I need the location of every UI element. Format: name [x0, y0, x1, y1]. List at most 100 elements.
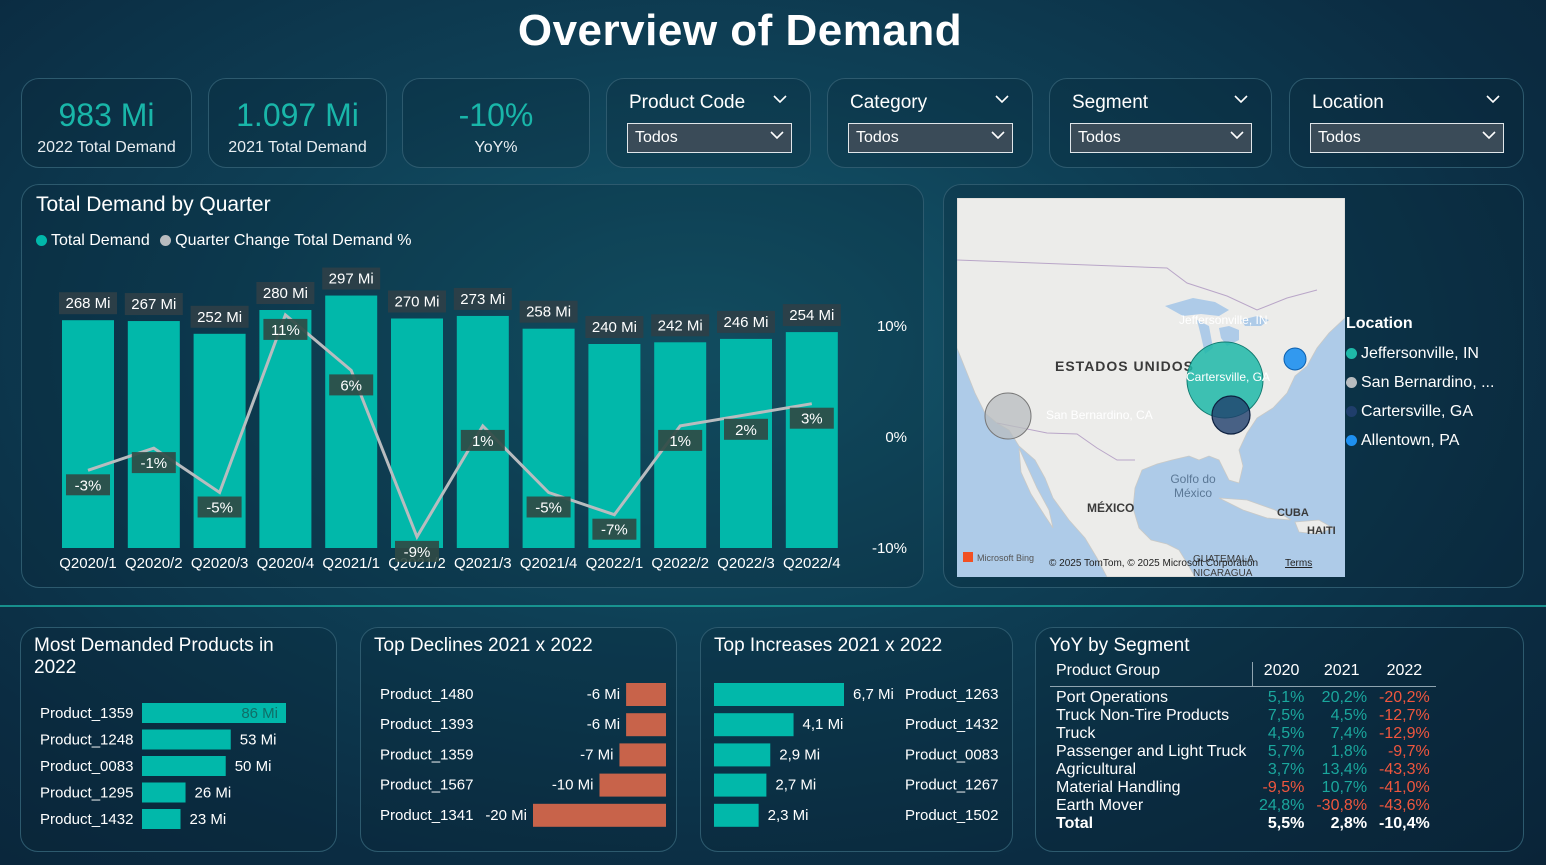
point-label-box — [526, 496, 571, 518]
kpi-card-yoy: -10% YoY% — [402, 78, 590, 168]
bar-label: -20 Mi — [485, 807, 527, 824]
category-label: Product_0083 — [905, 746, 998, 763]
table-row[interactable]: Passenger and Light Truck 5,7% 1,8% -9,7% — [1050, 743, 1436, 761]
kpi-card-2022: 983 Mi 2022 Total Demand — [21, 78, 192, 168]
table-row[interactable]: Truck Non-Tire Products 7,5% 4,5% -12,7% — [1050, 707, 1436, 725]
chart-title: Total Demand by Quarter — [36, 193, 271, 216]
table-row[interactable]: Material Handling -9,5% 10,7% -41,0% — [1050, 779, 1436, 797]
bubble-cartersville[interactable] — [1211, 395, 1251, 435]
quarter-chart: 268 Mi Q2020/1 267 Mi Q2020/2 252 Mi Q2020/3 2… — [59, 267, 907, 572]
slicer-dropdown[interactable]: Todos — [1310, 123, 1504, 153]
bar-label: -10 Mi — [552, 777, 594, 794]
chevron-down-icon[interactable] — [994, 93, 1010, 105]
cell-value: -43,3% — [1379, 761, 1430, 778]
map-card: ESTADOS UNIDOS MÉXICO Golfo do México CU… — [943, 184, 1524, 588]
bar[interactable] — [785, 332, 838, 548]
row-label: Truck — [1056, 725, 1096, 742]
bar-label: 53 Mi — [240, 732, 277, 749]
bar[interactable] — [142, 782, 186, 803]
point-label: -1% — [140, 455, 167, 472]
map-label-haiti: HAITI — [1307, 525, 1336, 537]
bar[interactable] — [714, 743, 771, 767]
bar[interactable] — [142, 729, 231, 750]
slicer-dropdown[interactable]: Todos — [627, 123, 792, 153]
bar[interactable] — [127, 321, 180, 548]
chevron-down-icon[interactable] — [772, 93, 788, 105]
bar[interactable] — [619, 743, 666, 767]
cell-value: -43,6% — [1379, 797, 1430, 814]
bar[interactable] — [626, 713, 666, 737]
bar-label-box — [453, 287, 512, 310]
column-header[interactable]: 2021 — [1310, 662, 1374, 687]
bar-label: 2,7 Mi — [775, 777, 816, 794]
land-baja — [1018, 447, 1054, 529]
table-row[interactable]: Earth Mover 24,8% -30,8% -43,6% — [1050, 797, 1436, 815]
chevron-down-icon[interactable] — [1485, 93, 1501, 105]
bar[interactable] — [714, 773, 767, 797]
map[interactable]: ESTADOS UNIDOS MÉXICO Golfo do México CU… — [957, 198, 1345, 577]
table-row[interactable]: Truck 4,5% 7,4% -12,9% — [1050, 725, 1436, 743]
map-terms-link[interactable]: Terms — [1285, 558, 1312, 569]
bar[interactable] — [62, 320, 114, 548]
map-canvas: ESTADOS UNIDOS MÉXICO Golfo do México CU… — [957, 198, 1345, 577]
row-label: Agricultural — [1056, 761, 1137, 778]
cell-value: 7,4% — [1330, 725, 1368, 742]
column-header[interactable]: 2022 — [1373, 662, 1436, 687]
series-line[interactable] — [87, 312, 813, 541]
cell-value: 4,5% — [1267, 725, 1305, 742]
legend-label: Jeffersonville, IN — [1361, 345, 1479, 362]
bubble-allentown[interactable] — [1283, 347, 1307, 371]
slicer-title: Segment — [1072, 92, 1149, 113]
cell-value: -9,7% — [1387, 743, 1430, 760]
point-label: -7% — [601, 522, 628, 539]
chevron-down-icon[interactable] — [1233, 93, 1249, 105]
chart-title: Top Increases 2021 x 2022 — [714, 635, 943, 656]
bar[interactable] — [626, 683, 666, 706]
x-tick-label: Q2022/2 — [651, 555, 709, 572]
bar[interactable] — [588, 344, 641, 548]
bar[interactable] — [714, 803, 759, 827]
bar[interactable] — [599, 773, 667, 797]
point-label: 6% — [340, 377, 362, 394]
legend-label: Total Demand — [51, 232, 150, 249]
table-row[interactable]: Agricultural 3,7% 13,4% -43,3% — [1050, 761, 1436, 779]
column-header[interactable]: 2020 — [1251, 662, 1311, 687]
bar[interactable] — [142, 809, 181, 829]
bar[interactable] — [720, 338, 772, 548]
point-label-box — [329, 374, 374, 396]
map-legend-item[interactable]: Allentown, PA — [1346, 432, 1494, 450]
map-legend-item[interactable]: Jeffersonville, IN — [1346, 345, 1494, 363]
slicer-dropdown[interactable]: Todos — [848, 123, 1013, 153]
slicer-value: Todos — [1318, 129, 1361, 146]
bar-label: -7 Mi — [580, 746, 613, 763]
slicer-value: Todos — [1078, 129, 1121, 146]
bar[interactable] — [714, 713, 794, 737]
section-divider — [0, 605, 1546, 607]
slicer-dropdown[interactable]: Todos — [1070, 123, 1252, 153]
table-total-row[interactable]: Total 5,5% 2,8% -10,4% — [1050, 815, 1436, 833]
bar[interactable] — [142, 703, 286, 723]
slicer-title: Location — [1312, 92, 1384, 113]
column-header[interactable]: Product Group — [1050, 662, 1253, 687]
bar[interactable] — [391, 318, 443, 549]
cell-value: -41,0% — [1379, 779, 1430, 796]
bar-label-box — [782, 304, 841, 327]
bar[interactable] — [714, 683, 844, 706]
map-legend-item[interactable]: San Bernardino, ... — [1346, 374, 1494, 392]
slicer-product-code: Product Code Todos — [606, 78, 811, 168]
cell-value: -12,9% — [1379, 725, 1430, 742]
category-label: Product_1359 — [380, 746, 473, 763]
bar[interactable] — [325, 295, 378, 548]
category-label: Product_1295 — [40, 785, 133, 802]
x-tick-label: Q2020/4 — [257, 555, 315, 572]
slicer-location: Location Todos — [1289, 78, 1524, 168]
most-demanded-chart: Product_1359 86 Mi Product_1248 53 Mi Produc… — [40, 703, 286, 829]
bar[interactable] — [259, 310, 312, 548]
bar-label-box — [585, 316, 644, 338]
bubble-san-bernardino[interactable] — [984, 392, 1032, 440]
bar[interactable] — [533, 803, 666, 827]
map-legend-item[interactable]: Cartersville, GA — [1346, 403, 1494, 421]
bar[interactable] — [142, 756, 226, 776]
table-row[interactable]: Port Operations 5,1% 20,2% -20,2% — [1050, 687, 1436, 708]
map-label-gulf-1: Golfo do — [1170, 472, 1216, 486]
